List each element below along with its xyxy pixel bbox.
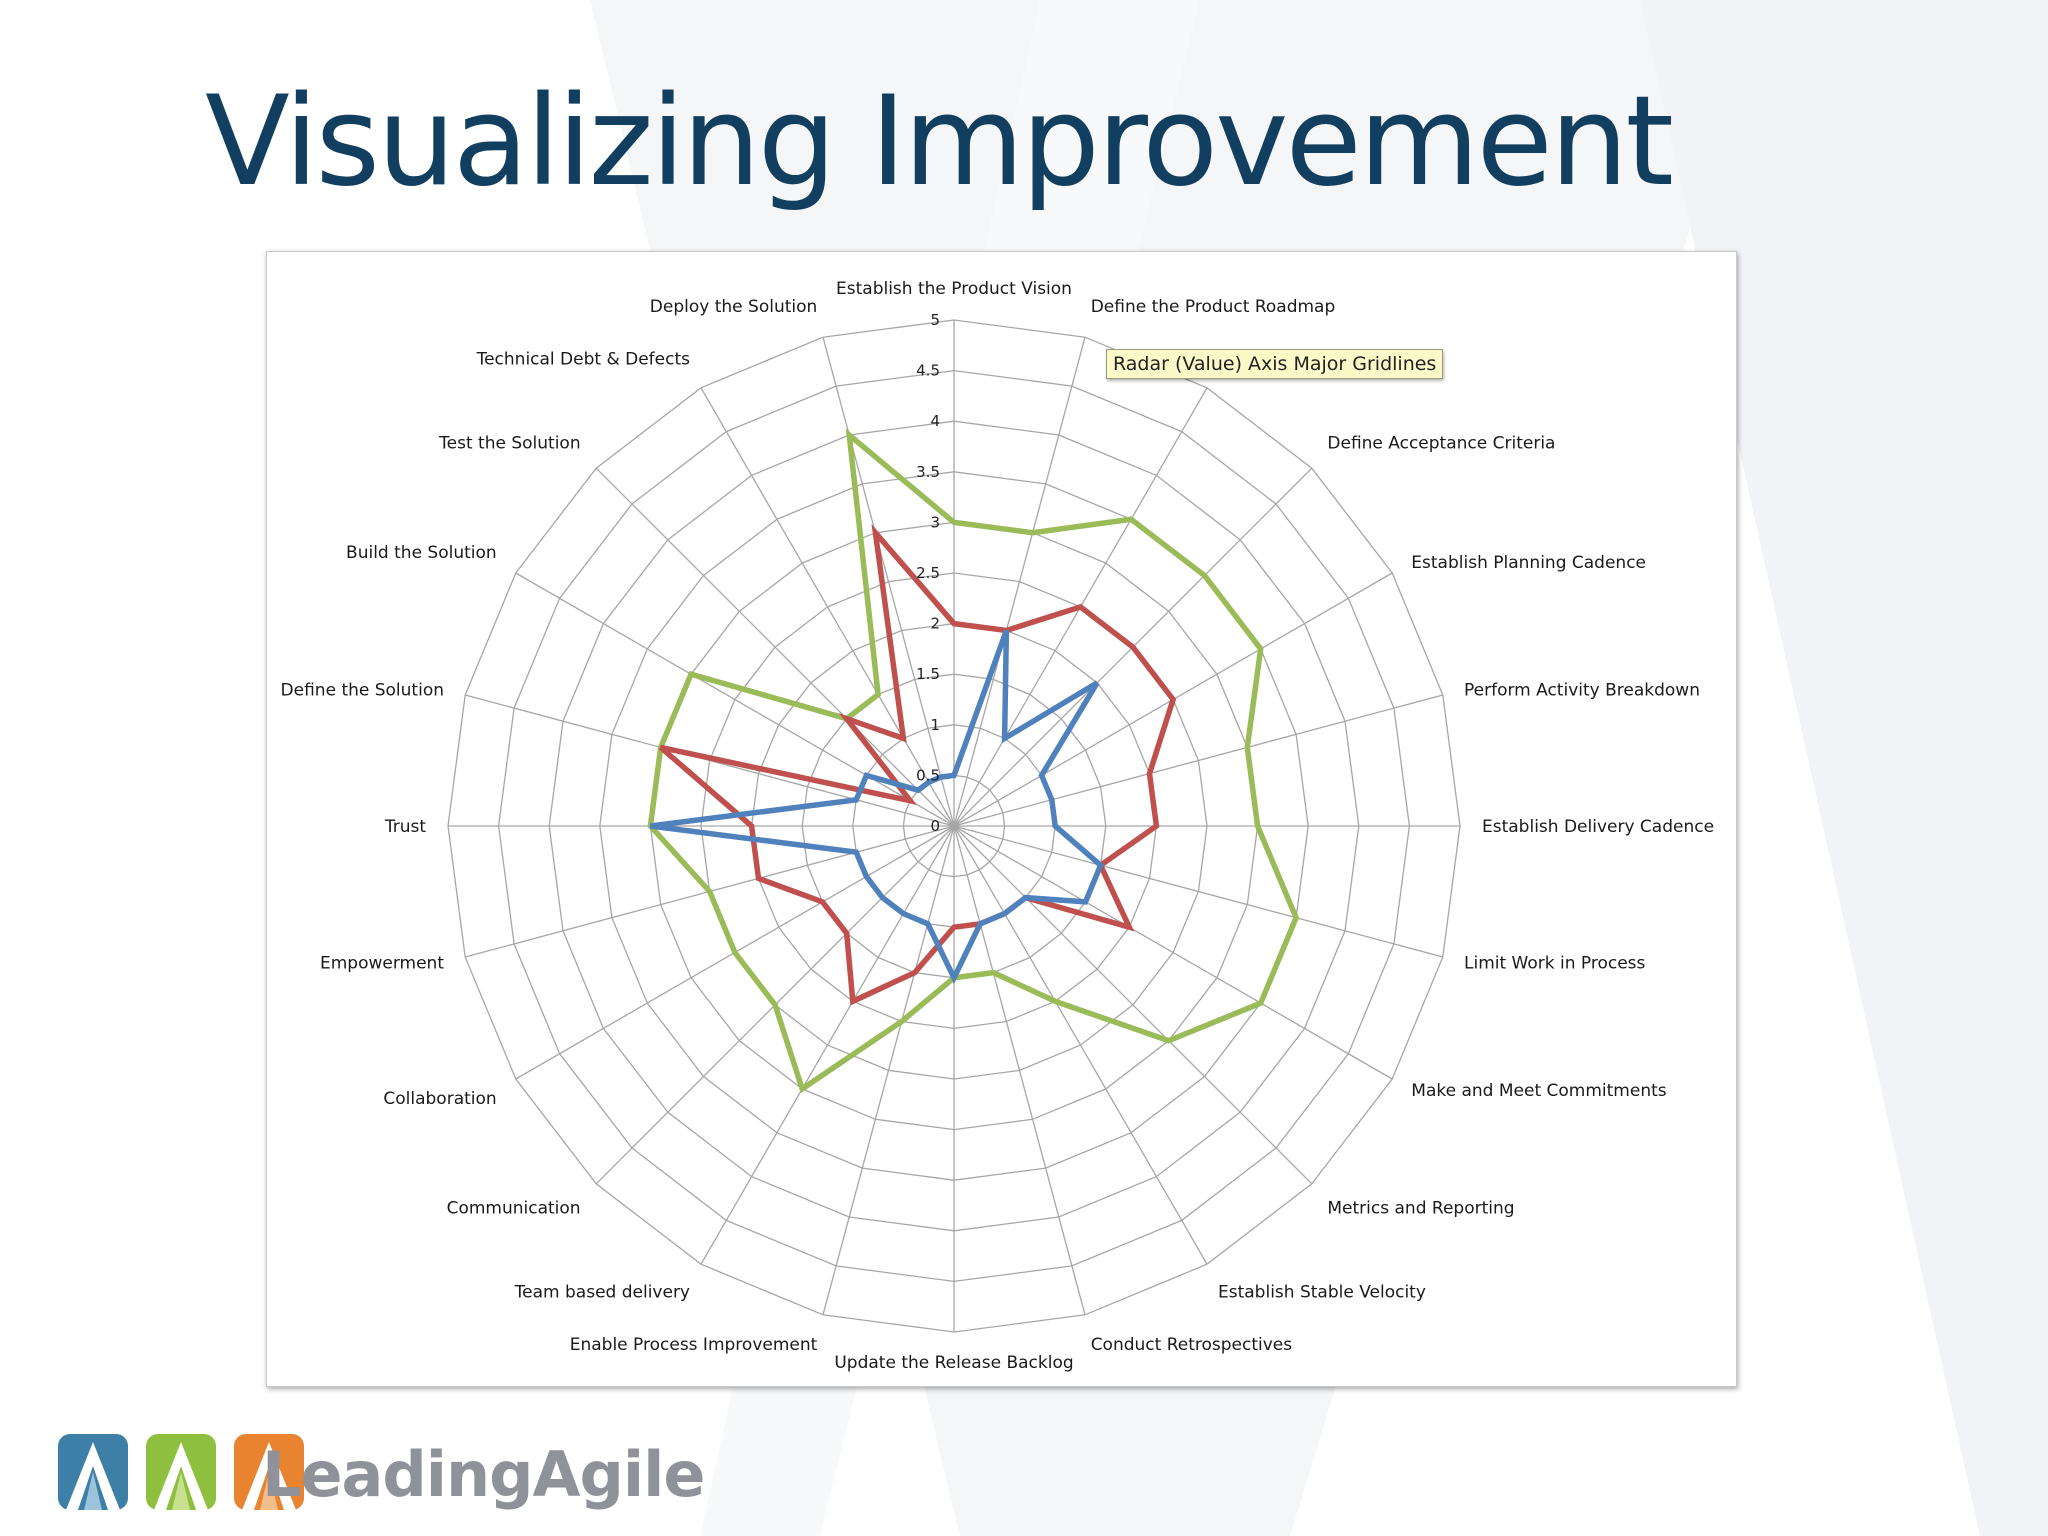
category-label: Define Acceptance Criteria (1327, 434, 1555, 454)
radar-spoke (953, 825, 1313, 1185)
radial-tick-label: 3 (930, 513, 940, 531)
radar-spoke (822, 337, 955, 827)
gridlines-tooltip: Radar (Value) Axis Major Gridlines (1106, 349, 1444, 379)
radar-spoke (595, 467, 955, 827)
radar-chart[interactable]: 0 0.5 1 1.5 2 2.5 3 3.5 4 4.5 5 Establish the Produ… (266, 251, 1737, 1387)
radial-tick-label: 1.5 (916, 665, 940, 683)
logo-orange-icon (234, 1434, 304, 1510)
logo-green-icon (146, 1434, 216, 1510)
category-label: Perform Activity Breakdown (1464, 680, 1700, 700)
logo-blue-icon (58, 1434, 128, 1510)
radar-spoke (953, 825, 1086, 1315)
category-label: Conduct Retrospectives (1091, 1335, 1293, 1355)
category-label: Empowerment (320, 954, 444, 974)
radar-spoke (953, 337, 1086, 827)
category-label: Establish the Product Vision (836, 279, 1072, 299)
category-label: Define the Solution (281, 680, 444, 700)
radar-spoke (953, 825, 1208, 1265)
category-label: Make and Meet Commitments (1411, 1081, 1666, 1101)
category-label: Update the Release Backlog (834, 1353, 1073, 1373)
category-label: Test the Solution (438, 434, 580, 454)
radial-tick-label: 0 (930, 817, 940, 835)
logo-text: LeadingAgile (262, 1438, 705, 1511)
series-line-2 (658, 523, 1177, 1006)
radar-spoke (953, 825, 1393, 1080)
radar-spoke (515, 572, 955, 827)
category-label: Establish Stable Velocity (1218, 1282, 1426, 1302)
category-label: Establish Planning Cadence (1411, 553, 1646, 573)
radial-tick-label: 4 (930, 412, 940, 430)
category-label: Build the Solution (346, 543, 497, 563)
category-label: Collaboration (383, 1089, 496, 1109)
category-label: Establish Delivery Cadence (1482, 817, 1714, 837)
radar-spoke (700, 825, 955, 1265)
category-label: Deploy the Solution (650, 297, 818, 317)
category-label: Limit Work in Process (1464, 954, 1646, 974)
series-line-3 (650, 629, 1104, 985)
category-label: Trust (384, 817, 427, 837)
radial-tick-label: 2 (930, 615, 940, 633)
category-label: Team based delivery (514, 1282, 690, 1302)
category-label: Metrics and Reporting (1327, 1198, 1514, 1218)
radar-spoke (953, 825, 1443, 958)
radial-tick-label: 2.5 (916, 564, 940, 582)
slide-title: Visualizing Improvement (205, 70, 1674, 214)
category-label: Technical Debt & Defects (476, 350, 691, 370)
radial-tick-label: 5 (930, 311, 940, 329)
radial-tick-label: 0.5 (916, 766, 940, 784)
radial-tick-label: 4.5 (916, 362, 940, 380)
radial-tick-label: 1 (930, 716, 940, 734)
radar-spoke (700, 387, 955, 827)
category-label: Define the Product Roadmap (1091, 297, 1336, 317)
category-label: Enable Process Improvement (570, 1335, 818, 1355)
radar-spoke (822, 825, 955, 1315)
radar-chart-plot[interactable]: 0 0.5 1 1.5 2 2.5 3 3.5 4 4.5 5 Establish the Produ… (267, 252, 1736, 1386)
radial-tick-label: 3.5 (916, 463, 940, 481)
category-label: Communication (447, 1198, 581, 1218)
radar-spoke (953, 694, 1443, 827)
